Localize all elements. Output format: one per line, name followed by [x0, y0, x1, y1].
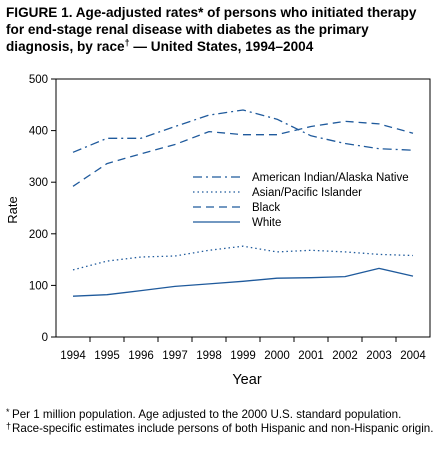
figure-title-footnote-mark: † [124, 37, 130, 48]
x-tick-label: 2000 [264, 350, 290, 362]
legend-label-black: Black [252, 202, 280, 214]
y-axis-ticks: 0 100 200 300 400 500 [29, 74, 56, 344]
x-tick-label: 1995 [94, 350, 120, 362]
figure-title: FIGURE 1. Age-adjusted rates* of persons… [6, 4, 438, 55]
footnote-2-mark: † [6, 421, 12, 431]
series-line-black [72, 120, 414, 187]
x-tick-label: 1998 [196, 350, 222, 362]
footnote-2: † Race-specific estimates include persons… [6, 421, 438, 436]
x-tick-label: 1994 [60, 350, 86, 362]
series-lines [72, 109, 414, 297]
x-tick-label: 2004 [400, 350, 426, 362]
figure-title-tail: — United States, 1994–2004 [129, 39, 314, 54]
y-tick-label: 500 [29, 74, 48, 86]
plot-frame [55, 78, 431, 338]
footnote-1-mark: * [6, 407, 10, 417]
footnote-1-text: Per 1 million population. Age adjusted t… [12, 408, 402, 421]
y-axis-label: Rate [5, 196, 20, 223]
x-tick-label: 1999 [230, 350, 256, 362]
x-tick-label: 2001 [298, 350, 324, 362]
legend: American Indian/Alaska Native Asian/Pacif… [193, 172, 409, 229]
footnotes: * Per 1 million population. Age adjusted … [6, 407, 438, 436]
x-axis-ticks: 1994 1995 1996 1997 1998 1999 2000 2001 2002 2003… [60, 337, 426, 362]
x-tick-label: 1996 [128, 350, 154, 362]
x-tick-label: 1997 [162, 350, 188, 362]
y-tick-label: 400 [29, 126, 48, 138]
axes [55, 78, 431, 338]
footnote-1: * Per 1 million population. Age adjusted … [6, 407, 438, 422]
y-tick-label: 100 [29, 280, 48, 292]
y-tick-label: 200 [29, 229, 48, 241]
legend-label-american-indian-alaska-native: American Indian/Alaska Native [252, 172, 409, 184]
x-tick-label: 2002 [332, 350, 358, 362]
y-tick-label: 0 [42, 332, 48, 344]
series-line-asian-pacific-islander [72, 245, 414, 271]
y-tick-label: 300 [29, 177, 48, 189]
legend-label-white: White [252, 217, 281, 229]
x-axis-label: Year [232, 372, 261, 388]
series-line-american-indian-alaska-native [72, 109, 414, 153]
series-line-white [72, 267, 414, 297]
figure-title-text: FIGURE 1. Age-adjusted rates* of persons… [6, 5, 417, 54]
legend-label-asian-pacific-islander: Asian/Pacific Islander [252, 187, 362, 199]
x-tick-label: 2003 [366, 350, 392, 362]
footnote-2-text: Race-specific estimates include persons … [12, 422, 434, 435]
